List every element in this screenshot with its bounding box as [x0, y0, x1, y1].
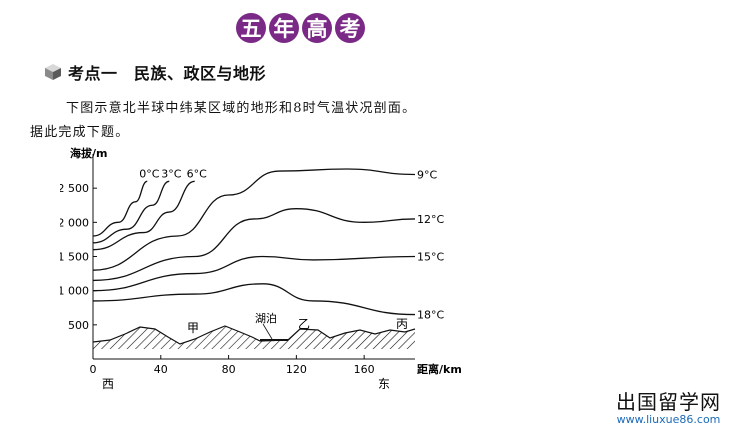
isotherm-label: 0°C: [139, 167, 159, 180]
section-header: 考点一 民族、政区与地形: [44, 60, 266, 84]
isotherm-line: [92, 180, 170, 244]
y-tick-label: 2 500: [60, 182, 89, 195]
banner-char: 考: [335, 13, 365, 43]
terrain-label-jia: 甲: [187, 321, 199, 335]
terrain-label-lake: 湖泊: [255, 312, 277, 325]
y-axis-label: 海拔/m: [70, 146, 107, 160]
isotherm-line: [92, 180, 195, 251]
banner-char: 五: [236, 13, 266, 43]
y-tick-label: 1 500: [60, 251, 89, 264]
x-tick-label: 120: [286, 363, 307, 376]
banner-char: 年: [269, 13, 299, 43]
watermark-title: 出国留学网: [616, 390, 721, 414]
y-tick-label: 2 000: [60, 216, 89, 229]
isotherm-label: 12°C: [417, 213, 444, 226]
y-tick-label: 500: [68, 319, 89, 332]
isotherm-label: 3°C: [161, 167, 181, 180]
y-tick-label: 1 000: [60, 285, 89, 298]
isotherm-line: [92, 283, 416, 316]
west-label: 西: [102, 377, 114, 391]
cross-section-figure: 海拔/m 距离/km 西 东 500 1 000 1 500 2 000 2 500 0…: [58, 144, 463, 392]
isotherm-label: 6°C: [187, 167, 207, 180]
cross-section-chart: 海拔/m 距离/km 西 东 500 1 000 1 500 2 000 2 500 0…: [58, 144, 463, 392]
isotherm-label: 18°C: [417, 309, 444, 322]
isotherm-label: 9°C: [417, 169, 437, 182]
isotherm-line: [92, 255, 416, 292]
terrain-label-bing: 丙: [396, 317, 408, 331]
isotherm-line: [92, 180, 148, 237]
isotherm-line: [92, 208, 416, 282]
east-label: 东: [378, 377, 390, 391]
x-tick-label: 0: [90, 363, 97, 376]
isotherm-line: [92, 168, 416, 271]
terrain-surface: [92, 325, 416, 345]
lake-pointer: [262, 323, 273, 340]
x-tick-label: 80: [222, 363, 236, 376]
isotherm-label: 15°C: [417, 251, 444, 264]
watermark-url: www.liuxue86.com: [616, 413, 721, 426]
cube-icon: [45, 64, 61, 80]
x-tick-label: 40: [154, 363, 168, 376]
x-tick-label: 160: [354, 363, 375, 376]
watermark: 出国留学网 www.liuxue86.com: [616, 386, 721, 426]
terrain-hatch: [93, 326, 415, 349]
question-line-2: 据此完成下题。: [30, 125, 130, 140]
terrain-label-yi: 乙: [298, 317, 310, 331]
x-axis-label: 距离/km: [417, 362, 462, 376]
question-line-1: 下图示意北半球中纬某区域的地形和8时气温状况剖面。: [66, 101, 417, 116]
banner-char: 高: [302, 13, 332, 43]
section-title: 考点一 民族、政区与地形: [68, 64, 267, 83]
banner: 五 年 高 考: [236, 13, 365, 43]
